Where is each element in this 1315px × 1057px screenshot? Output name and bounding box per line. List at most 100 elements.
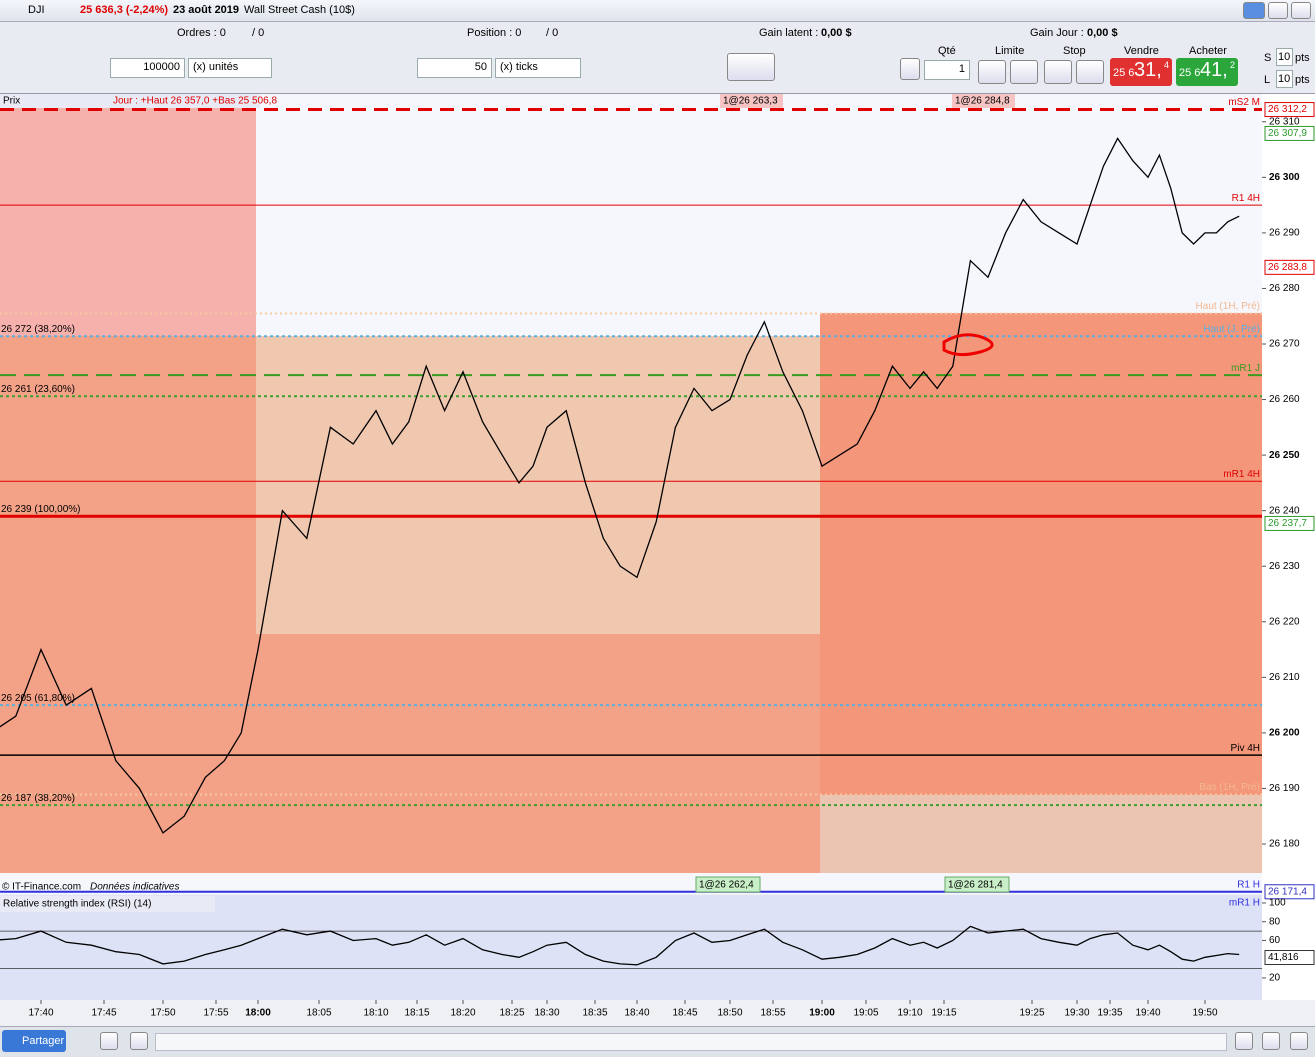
x-tick-label: 18:10 bbox=[363, 1008, 388, 1019]
title-bar: DJI 25 636,3 (-2,24%) 23 août 2019 Wall … bbox=[0, 0, 1315, 22]
x-tick-label: 18:40 bbox=[624, 1008, 649, 1019]
sell-label: Vendre bbox=[1124, 45, 1159, 57]
settings[interactable] bbox=[900, 58, 920, 80]
day-label: Gain Jour : bbox=[1030, 27, 1084, 39]
order-bar: 100000 (x) unités 50 (x) ticks Qté 1 Lim… bbox=[0, 44, 1315, 94]
x-tick-label: 18:15 bbox=[404, 1008, 429, 1019]
bottom-bar: Partager bbox=[0, 1026, 1315, 1057]
y-tick-label: 26 250 bbox=[1269, 450, 1300, 461]
units-select[interactable]: (x) unités bbox=[188, 58, 272, 78]
level-label: 26 272 (38,20%) bbox=[1, 324, 75, 335]
y-tick-label: 26 180 bbox=[1269, 839, 1300, 850]
y-tick-label: 26 280 bbox=[1269, 283, 1300, 294]
level-tag: Haut (1H, Pré) bbox=[1196, 301, 1260, 312]
x-tick-label: 19:25 bbox=[1019, 1008, 1044, 1019]
y-tick-label: 26 290 bbox=[1269, 228, 1300, 239]
date: 23 août 2019 bbox=[173, 4, 240, 16]
zoom[interactable] bbox=[1235, 1032, 1253, 1050]
highlight-circle bbox=[942, 333, 994, 357]
rsi-bg bbox=[0, 895, 1262, 1000]
price-tag-label: 26 171,4 bbox=[1268, 886, 1307, 897]
x-tick-label: 18:35 bbox=[582, 1008, 607, 1019]
buy-sup: 2 bbox=[1230, 60, 1236, 70]
qty-label: Qté bbox=[938, 45, 956, 57]
price-tag bbox=[1264, 259, 1315, 275]
x-tick-label: 19:00 bbox=[809, 1008, 835, 1019]
l-pts[interactable]: 10 bbox=[1276, 70, 1293, 88]
x-tick-label: 19:50 bbox=[1192, 1008, 1217, 1019]
charts: 26 180 26 190 26 200 26 210 26 220 26 230 26 2… bbox=[0, 94, 1315, 1026]
annotation: 1@26 262,4 bbox=[699, 880, 754, 891]
tool[interactable] bbox=[130, 1032, 148, 1050]
x-tick-label: 19:35 bbox=[1097, 1008, 1122, 1019]
sell-sup: 4 bbox=[1164, 60, 1170, 70]
x-tick-label: 18:45 bbox=[672, 1008, 697, 1019]
share-label: Partager bbox=[22, 1035, 65, 1047]
x-tick-label: 18:30 bbox=[534, 1008, 559, 1019]
limit-label: Limite bbox=[995, 45, 1025, 57]
limit-sell[interactable] bbox=[1010, 60, 1038, 84]
x-tick-label: 17:45 bbox=[91, 1008, 116, 1019]
x-tick-label: 19:40 bbox=[1135, 1008, 1160, 1019]
ticks-input[interactable]: 50 bbox=[417, 58, 492, 78]
sell-button[interactable]: 25 6 31, 4 bbox=[1110, 58, 1172, 86]
orders: Ordres : 0 bbox=[177, 27, 226, 39]
zoom[interactable] bbox=[1290, 1032, 1308, 1050]
rsi-header-bg bbox=[0, 896, 215, 912]
price-tag bbox=[1264, 884, 1315, 900]
stop-buy[interactable] bbox=[1044, 60, 1072, 84]
y-tick-label: 60 bbox=[1269, 935, 1281, 946]
zone bbox=[256, 336, 820, 634]
window-btn[interactable] bbox=[1243, 2, 1265, 19]
y-tick-label: 26 210 bbox=[1269, 672, 1300, 683]
y-tick-label: 20 bbox=[1269, 973, 1281, 984]
qty-input[interactable]: 100000 bbox=[110, 58, 185, 78]
ticks-select[interactable]: (x) ticks bbox=[495, 58, 581, 78]
price-tag-label: 26 307,9 bbox=[1268, 128, 1307, 139]
axis-bg bbox=[1262, 94, 1315, 1000]
day: 0,00 $ bbox=[1087, 27, 1118, 39]
level-label: 26 239 (100,00%) bbox=[1, 504, 81, 515]
level-label: 26 261 (23,60%) bbox=[1, 384, 75, 395]
level-label: 26 205 (61,80%) bbox=[1, 693, 75, 704]
x-tick-label: 17:50 bbox=[150, 1008, 175, 1019]
annotation-bg bbox=[695, 876, 761, 893]
latent: 0,00 $ bbox=[821, 27, 852, 39]
zone bbox=[820, 313, 1262, 795]
l-label[interactable]: L bbox=[1264, 74, 1271, 86]
window-btn[interactable] bbox=[1268, 2, 1288, 19]
price-tag bbox=[1264, 102, 1315, 118]
symbol[interactable]: DJI bbox=[28, 4, 45, 16]
stop-label: Stop bbox=[1063, 45, 1086, 57]
scrollbar[interactable] bbox=[155, 1033, 1227, 1051]
account-bar: Ordres : 0 / 0 Position : 0 / 0 Gain lat… bbox=[0, 22, 1315, 44]
x-tick-label: 18:50 bbox=[717, 1008, 742, 1019]
zoom[interactable] bbox=[1262, 1032, 1280, 1050]
buy-big: 41, bbox=[1200, 59, 1228, 81]
chart-header: Jour : +Haut 26 357,0 +Bas 25 506,8 bbox=[113, 96, 277, 107]
x-tick-label: 18:20 bbox=[450, 1008, 475, 1019]
tool-button[interactable] bbox=[727, 53, 775, 81]
level-tag: mR1 H bbox=[1229, 897, 1260, 908]
window-btn[interactable] bbox=[1291, 2, 1311, 19]
zone bbox=[256, 634, 820, 873]
level-tag: R1 H bbox=[1237, 879, 1260, 890]
x-tick-label: 19:15 bbox=[931, 1008, 956, 1019]
position-total: / 0 bbox=[546, 27, 559, 39]
share-button[interactable]: Partager bbox=[2, 1030, 66, 1052]
y-tick-label: 26 230 bbox=[1269, 561, 1300, 572]
limit-buy[interactable] bbox=[978, 60, 1006, 84]
price-tag-label: 26 237,7 bbox=[1268, 518, 1307, 529]
price-change: 25 636,3 (-2,24%) bbox=[80, 4, 169, 16]
buy-button[interactable]: 25 6 41, 2 bbox=[1176, 58, 1238, 86]
annotation: 1@26 263,3 bbox=[723, 96, 778, 107]
s-pts[interactable]: 10 bbox=[1276, 48, 1293, 66]
tool[interactable] bbox=[100, 1032, 118, 1050]
x-tick-label: 19:10 bbox=[897, 1008, 922, 1019]
s-label[interactable]: S bbox=[1264, 52, 1272, 64]
qty[interactable]: 1 bbox=[924, 60, 970, 80]
chart-header-bg bbox=[0, 94, 260, 108]
stop-sell[interactable] bbox=[1076, 60, 1104, 84]
level-tag: Haut (J. Pré) bbox=[1203, 324, 1260, 335]
